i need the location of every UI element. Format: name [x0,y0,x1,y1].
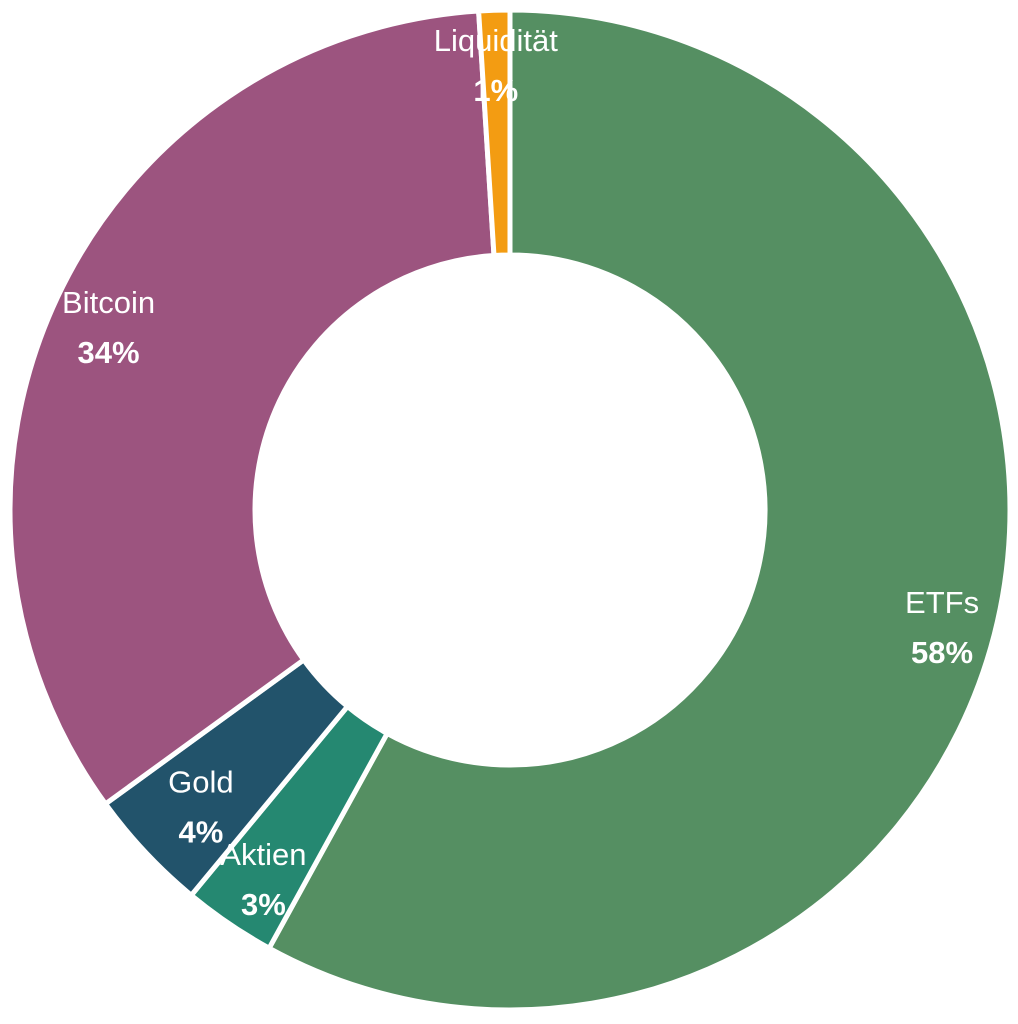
slice-value-gold: 4% [178,814,223,849]
slice-value-bitcoin: 34% [78,335,140,370]
slice-value-etfs: 58% [911,635,973,670]
slice-value-liquiditat: 1% [473,73,518,108]
slice-label-aktien: Aktien [220,837,306,872]
slice-liquiditat [475,7,513,259]
slice-bitcoin [7,8,497,808]
slice-label-bitcoin: Bitcoin [62,285,155,320]
slice-label-gold: Gold [168,764,233,799]
donut-slices [7,7,1013,1013]
slice-labels: ETFs 58% Aktien 3% Gold 4% Bitcoin 34% Liquiditä… [62,23,979,922]
slice-label-etfs: ETFs [905,585,979,620]
slice-etfs [265,7,1013,1013]
slice-label-liquiditat: Liquidität [434,23,558,58]
slice-value-aktien: 3% [241,887,286,922]
